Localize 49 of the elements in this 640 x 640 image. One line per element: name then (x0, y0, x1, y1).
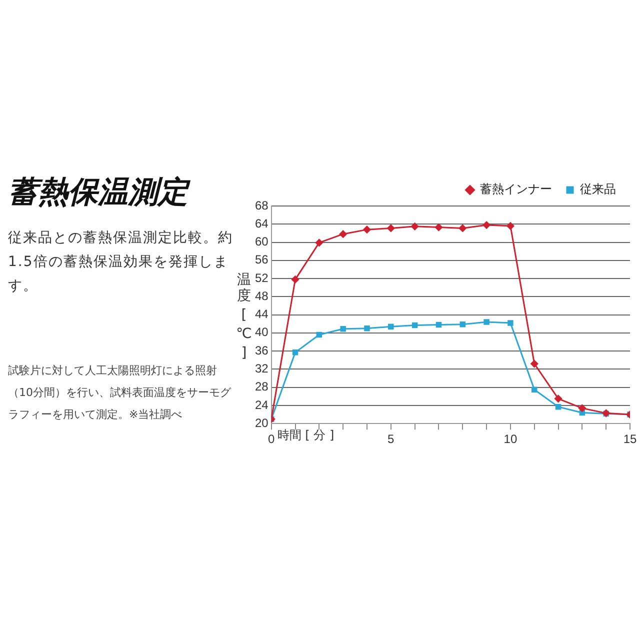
y-tick-label: 24 (254, 398, 269, 412)
text: 試験片に対して人工太陽照明灯による照射（10分間）を行い、試料表面温度をサーモグラフィーを用いて測定。※当社調べ (8, 363, 232, 423)
point (387, 224, 395, 232)
point (388, 324, 394, 330)
y-tick-label: 64 (254, 216, 269, 230)
point (292, 276, 300, 284)
point (412, 322, 418, 328)
legend-label: 蓄熱インナー (480, 182, 552, 196)
x-tick-label: 10 (504, 432, 518, 446)
point (554, 394, 562, 402)
point (458, 224, 466, 232)
point (292, 350, 298, 356)
point (339, 230, 347, 238)
y-axis-title: 温度 [ ℃ ] (236, 272, 252, 361)
point (531, 386, 538, 392)
point (484, 319, 490, 325)
y-tick-label: 20 (254, 416, 269, 430)
x-axis-title: 時間 [ 分 ] (277, 427, 334, 444)
point (434, 224, 442, 232)
point (506, 222, 514, 230)
point (316, 332, 322, 338)
point (578, 404, 586, 412)
y-tick-label: 28 (254, 380, 269, 394)
y-tick-label: 48 (254, 288, 269, 303)
chart-title: 蓄熱保温測定 (8, 174, 188, 212)
point (315, 238, 323, 246)
x-tick-label: 15 (623, 432, 637, 446)
text: 従来品との蓄熱保温測定比較。約1.5倍の蓄熱保温効果を発揮します。 (8, 230, 233, 294)
y-tick-label: 36 (254, 343, 269, 358)
legend-label: 従来品 (580, 182, 616, 196)
point (482, 221, 490, 229)
y-tick-label: 32 (254, 362, 269, 376)
point (508, 320, 514, 326)
point (460, 321, 466, 328)
y-tick-label: 68 (254, 198, 269, 212)
point (363, 226, 371, 234)
y-tick-label: 52 (254, 270, 269, 285)
point (364, 326, 370, 332)
y-tick-label: 40 (254, 325, 269, 340)
y-tick-label: 44 (254, 307, 269, 322)
point (340, 326, 346, 332)
x-tick-label: 0 (268, 432, 276, 446)
point (555, 404, 562, 410)
point (530, 360, 538, 368)
y-tick-label: 56 (254, 252, 269, 267)
y-tick-label: 60 (254, 234, 269, 249)
point (436, 322, 442, 328)
x-tick-label: 5 (388, 432, 395, 446)
point (411, 222, 419, 230)
